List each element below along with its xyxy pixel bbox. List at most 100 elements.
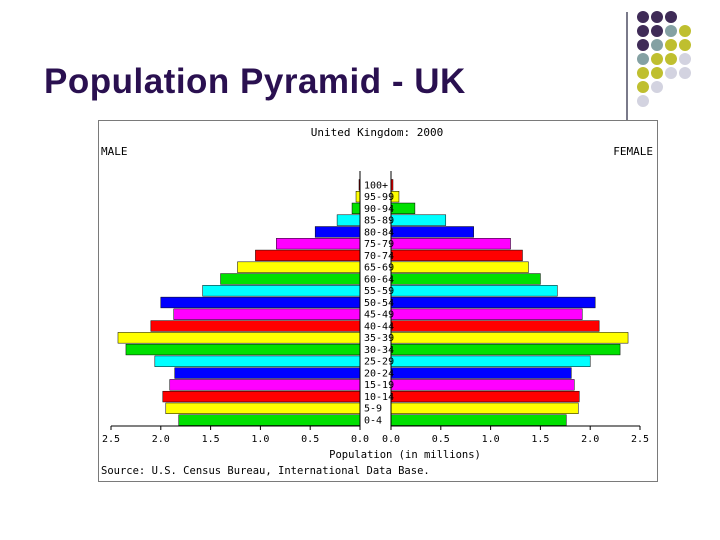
age-group-label: 95-99 — [364, 192, 394, 203]
female-bar — [390, 343, 621, 356]
female-bar — [390, 202, 416, 215]
female-bar — [390, 355, 591, 367]
male-bar — [351, 202, 361, 215]
male-bar — [336, 214, 361, 226]
decorative-dot — [637, 11, 649, 23]
female-bar — [390, 390, 580, 403]
female-tick-label: 0.0 — [382, 434, 400, 445]
female-bar — [390, 214, 447, 226]
female-bar — [390, 226, 474, 238]
female-tick-label: 2.5 — [631, 434, 649, 445]
male-bar — [169, 379, 361, 391]
male-tick-label: 1.5 — [202, 434, 220, 445]
decorative-dot — [665, 53, 677, 65]
age-group-label: 20-24 — [364, 368, 394, 379]
axes-group: 2.5 2.0 1.5 1.0 0.5 0.0 0.0 0.5 1.0 1.5 2.0 2.5 — [102, 171, 649, 445]
female-label: FEMALE — [613, 145, 653, 158]
pyramid-svg: United Kingdom: 2000 MALE FEMALE 100+95-… — [101, 126, 653, 477]
age-group-label: 25-29 — [364, 357, 394, 368]
age-group-label: 30-34 — [364, 345, 394, 356]
decorative-dot — [679, 67, 691, 79]
decorative-dot-grid — [637, 11, 691, 107]
age-group-label: 100+ — [364, 180, 388, 191]
decorative-dot — [637, 25, 649, 37]
male-tick-label: 2.0 — [152, 434, 170, 445]
decorative-vertical-line — [626, 12, 628, 132]
male-bar — [117, 332, 361, 344]
decorative-dot — [665, 11, 677, 23]
male-bar — [255, 249, 361, 262]
male-tick-label: 2.5 — [102, 434, 120, 445]
male-bar — [178, 414, 361, 426]
decorative-dot — [637, 53, 649, 65]
age-group-label: 55-59 — [364, 286, 394, 297]
female-tick-label: 1.0 — [482, 434, 500, 445]
female-bar — [390, 402, 579, 414]
female-bar — [390, 285, 558, 297]
age-group-label: 70-74 — [364, 251, 394, 262]
decorative-dot — [679, 39, 691, 51]
female-bar — [390, 238, 511, 250]
decorative-dot — [637, 81, 649, 93]
female-tick-label: 0.5 — [432, 434, 450, 445]
female-tick-label: 2.0 — [581, 434, 599, 445]
decorative-dot — [679, 25, 691, 37]
male-bar — [355, 191, 361, 203]
decorative-dot — [679, 53, 691, 65]
age-group-label: 75-79 — [364, 239, 394, 250]
female-bar — [390, 367, 572, 379]
decorative-dot — [651, 39, 663, 51]
age-group-label: 90-94 — [364, 204, 394, 215]
age-group-label: 80-84 — [364, 227, 394, 238]
decorative-dot — [637, 67, 649, 79]
chart-title: United Kingdom: 2000 — [311, 126, 443, 139]
age-group-label: 50-54 — [364, 298, 394, 309]
female-bar — [390, 308, 583, 320]
male-tick-label: 0.5 — [301, 434, 319, 445]
male-label: MALE — [101, 145, 128, 158]
decorative-dot — [665, 25, 677, 37]
population-pyramid-chart: United Kingdom: 2000 MALE FEMALE 100+ 95-… — [98, 120, 658, 482]
age-group-label: 40-44 — [364, 321, 394, 332]
male-bar — [173, 308, 361, 320]
female-bar — [390, 273, 541, 285]
female-tick-label: 1.5 — [531, 434, 549, 445]
male-bar — [276, 238, 361, 250]
female-bar — [390, 320, 600, 332]
female-bar — [390, 261, 529, 273]
slide-title: Population Pyramid - UK — [44, 62, 466, 101]
age-group-label: 5-9 — [364, 404, 382, 415]
age-group-label: 10-14 — [364, 392, 394, 403]
decorative-dot — [665, 39, 677, 51]
male-bar — [314, 226, 361, 238]
decorative-dot — [651, 53, 663, 65]
age-group-label: 65-69 — [364, 263, 394, 274]
male-bar — [154, 355, 361, 367]
female-bar — [390, 296, 596, 309]
x-axis-label: Population (in millions) — [329, 449, 481, 461]
female-bar — [390, 414, 567, 426]
age-group-label: 60-64 — [364, 274, 394, 285]
decorative-dot — [637, 95, 649, 107]
male-bar — [165, 402, 361, 414]
decorative-dot — [651, 25, 663, 37]
male-bar — [237, 261, 361, 273]
decorative-dot — [651, 11, 663, 23]
male-bar — [150, 320, 361, 332]
male-bar — [160, 296, 361, 309]
male-bar — [125, 343, 361, 356]
age-group-label: 85-89 — [364, 216, 394, 227]
female-bar — [390, 379, 575, 391]
source-note: Source: U.S. Census Bureau, Internationa… — [101, 465, 430, 477]
male-tick-label: 0.0 — [351, 434, 369, 445]
age-label-group: 100+95-9990-9485-8980-8475-7970-7465-696… — [364, 180, 394, 426]
male-bar — [174, 367, 361, 379]
decorative-dot — [651, 81, 663, 93]
decorative-dot — [651, 67, 663, 79]
decorative-dot — [637, 39, 649, 51]
male-bar — [202, 285, 361, 297]
male-bar — [220, 273, 361, 285]
age-group-label: 45-49 — [364, 310, 394, 321]
male-tick-label: 1.0 — [251, 434, 269, 445]
age-group-label: 35-39 — [364, 333, 394, 344]
